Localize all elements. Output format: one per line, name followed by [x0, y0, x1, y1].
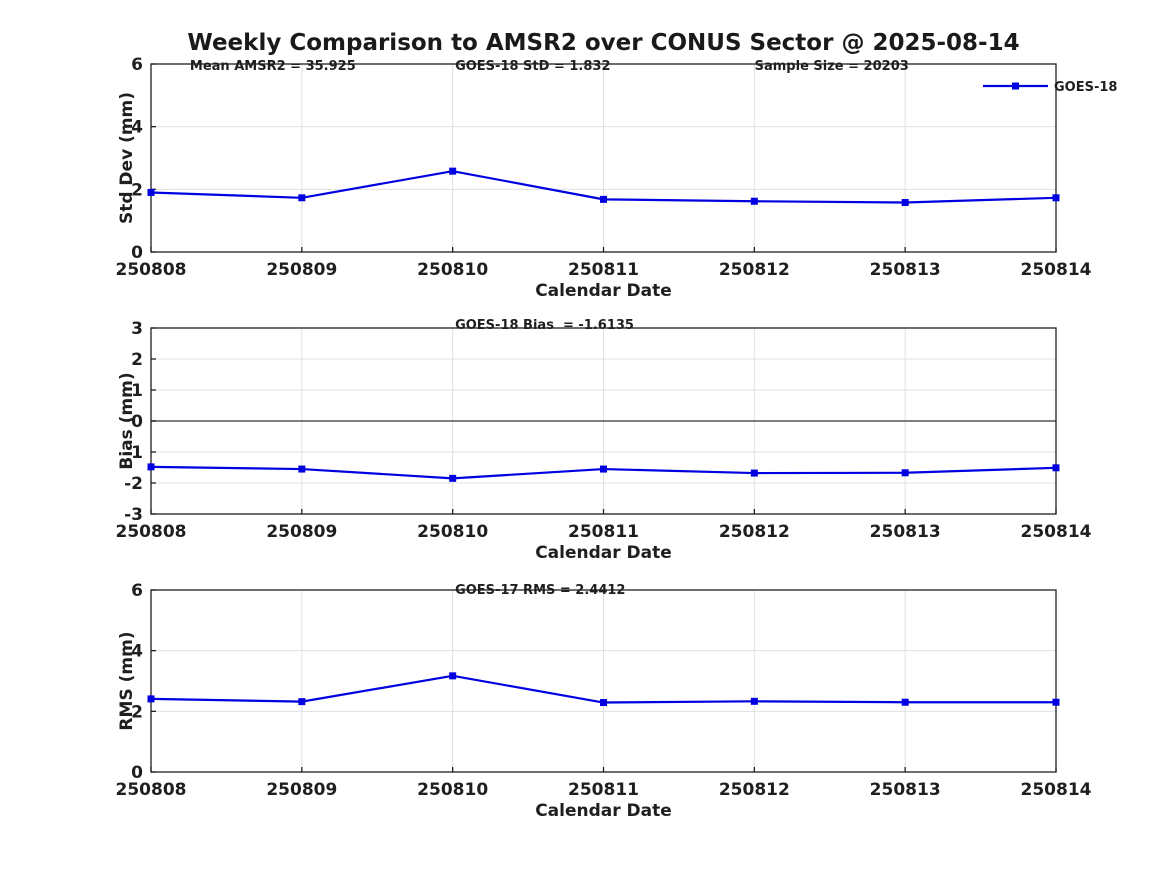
- y-axis-label: RMS (mm): [117, 631, 137, 730]
- x-tick-label: 250811: [568, 260, 639, 280]
- y-tick-label: 4: [131, 118, 143, 138]
- data-point-marker: [901, 198, 909, 206]
- data-point-marker: [147, 188, 155, 196]
- legend-label: GOES-18: [1054, 80, 1117, 95]
- data-point-marker: [750, 697, 758, 705]
- subplot-rms: 250808 250809 250810 250811 250812 250813 2508…: [116, 581, 1092, 821]
- data-point-marker: [901, 469, 909, 477]
- x-tick-label: 250808: [116, 260, 187, 280]
- x-tick-label: 250812: [719, 780, 790, 800]
- data-point-marker: [298, 465, 306, 473]
- y-tick-label: 6: [131, 581, 143, 601]
- data-point-marker: [449, 167, 457, 175]
- annotation: Sample Size = 20203: [755, 59, 909, 74]
- x-tick-label: 250812: [719, 522, 790, 542]
- data-point-marker: [600, 465, 607, 473]
- data-point-marker: [750, 469, 758, 477]
- y-tick-label: 0: [131, 243, 143, 263]
- data-point-marker: [750, 197, 758, 205]
- x-tick-label: 250813: [870, 260, 941, 280]
- x-tick-label: 250812: [719, 260, 790, 280]
- x-tick-label: 250811: [568, 522, 639, 542]
- data-point-marker: [901, 698, 909, 706]
- y-tick-label: 4: [131, 642, 143, 662]
- x-tick-label: 250808: [116, 522, 187, 542]
- x-tick-label: 250814: [1021, 260, 1092, 280]
- y-tick-label: 2: [131, 180, 143, 200]
- data-point-marker: [449, 474, 457, 482]
- legend-marker: [1012, 82, 1019, 90]
- y-tick-label: -2: [124, 474, 143, 494]
- annotation: GOES-17 RMS = 2.4412: [455, 583, 625, 598]
- x-axis-label: Calendar Date: [535, 801, 672, 821]
- y-tick-label: -3: [124, 505, 143, 525]
- x-axis-label: Calendar Date: [535, 281, 672, 301]
- legend: GOES-18: [983, 80, 1117, 95]
- y-tick-label: 2: [131, 702, 143, 722]
- x-tick-label: 250811: [568, 780, 639, 800]
- x-tick-label: 250810: [417, 780, 488, 800]
- data-point-marker: [147, 695, 155, 703]
- subplot-std-dev: 250808 250809 250810 250811 250812 250813 2508…: [116, 55, 1118, 301]
- data-point-marker: [298, 194, 306, 202]
- data-point-marker: [600, 699, 607, 707]
- data-point-marker: [449, 672, 457, 680]
- y-tick-label: -1: [124, 443, 143, 463]
- x-tick-label: 250809: [266, 260, 337, 280]
- y-tick-label: 2: [131, 350, 143, 370]
- x-tick-label: 250814: [1021, 522, 1092, 542]
- annotation: GOES-18 StD = 1.832: [455, 59, 610, 74]
- annotation: Mean AMSR2 = 35.925: [190, 59, 356, 74]
- annotation: GOES-18 Bias = -1.6135: [455, 318, 634, 333]
- y-axis-label: Bias (mm): [117, 372, 137, 469]
- data-point-marker: [600, 195, 607, 203]
- x-tick-label: 250810: [417, 260, 488, 280]
- y-tick-label: 6: [131, 55, 143, 75]
- y-axis-label: Std Dev (mm): [117, 92, 137, 224]
- x-tick-label: 250809: [266, 522, 337, 542]
- data-point-marker: [147, 463, 155, 471]
- x-tick-label: 250813: [870, 780, 941, 800]
- x-axis-label: Calendar Date: [535, 543, 672, 563]
- data-point-marker: [1052, 698, 1060, 706]
- y-tick-label: 0: [131, 412, 143, 432]
- y-tick-label: 0: [131, 763, 143, 783]
- y-tick-label: 3: [131, 319, 143, 339]
- x-tick-label: 250809: [266, 780, 337, 800]
- x-tick-label: 250814: [1021, 780, 1092, 800]
- data-point-marker: [1052, 464, 1060, 472]
- x-tick-label: 250808: [116, 780, 187, 800]
- subplot-bias: 250808 250809 250810 250811 250812 250813 2508…: [116, 318, 1092, 563]
- x-tick-label: 250813: [870, 522, 941, 542]
- figure-title: Weekly Comparison to AMSR2 over CONUS Se…: [187, 30, 1020, 56]
- data-point-marker: [298, 698, 306, 706]
- data-point-marker: [1052, 194, 1060, 202]
- y-tick-label: 1: [131, 381, 143, 401]
- x-tick-label: 250810: [417, 522, 488, 542]
